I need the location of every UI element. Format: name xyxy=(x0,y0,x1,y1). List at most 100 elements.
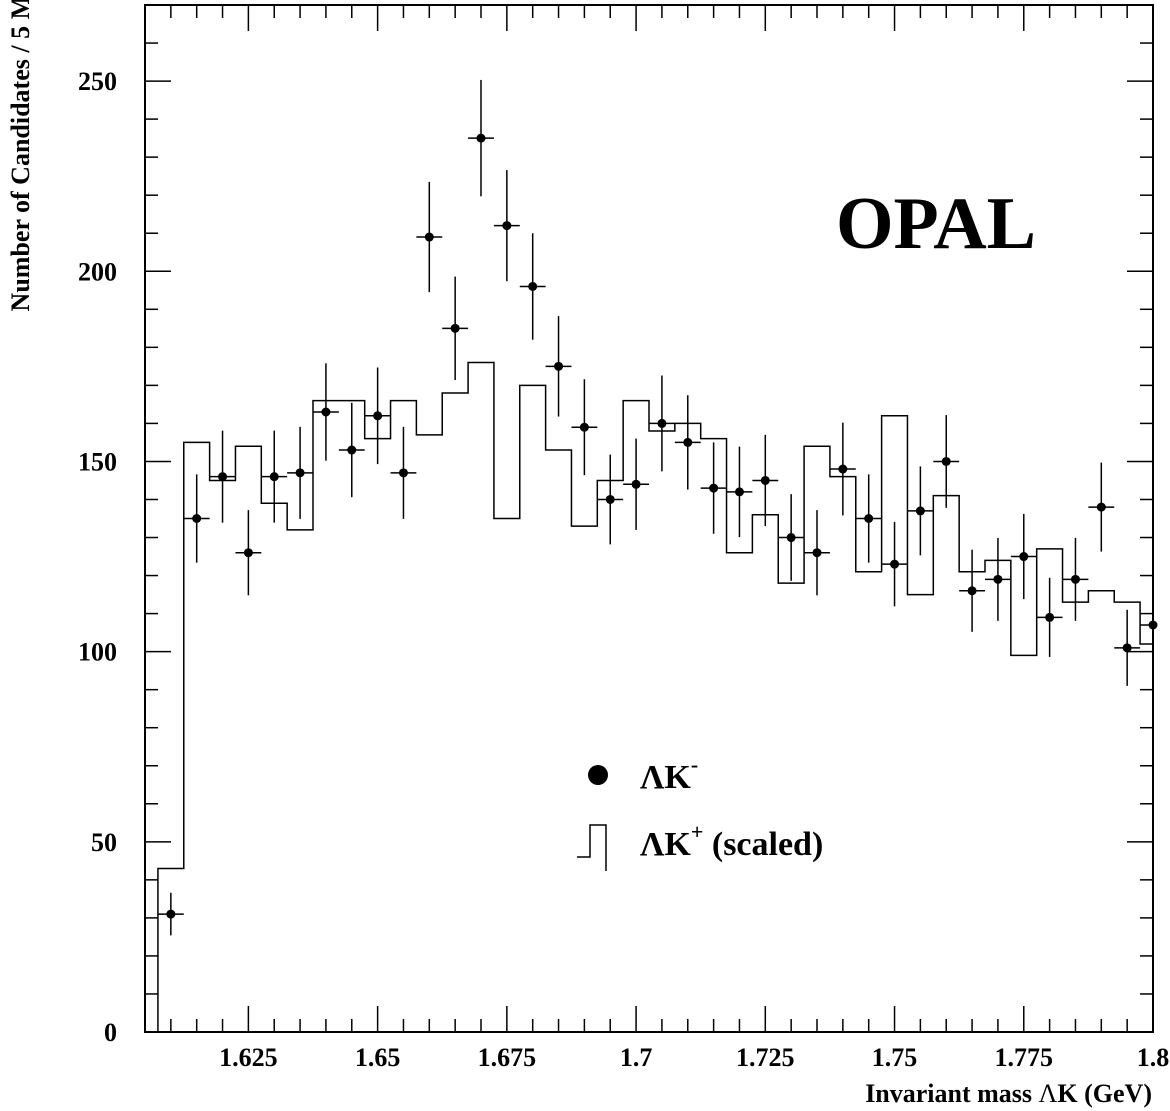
point-marker xyxy=(321,407,331,417)
point-marker xyxy=(890,559,900,569)
point-marker xyxy=(838,464,848,474)
y-tick-label: 50 xyxy=(91,828,117,857)
point-marker xyxy=(786,533,796,543)
point-marker xyxy=(166,909,176,919)
data-point xyxy=(597,454,624,545)
data-point xyxy=(726,446,753,538)
point-marker xyxy=(398,468,408,478)
x-tick-label: 1.65 xyxy=(355,1043,401,1072)
point-marker xyxy=(967,586,977,596)
data-point xyxy=(545,316,572,417)
data-point xyxy=(623,438,649,530)
legend-points-label-sup: - xyxy=(691,752,698,777)
data-point xyxy=(855,474,882,563)
point-marker xyxy=(295,468,305,478)
x-axis-title-prefix: Invariant mass xyxy=(865,1079,1038,1108)
point-marker xyxy=(218,472,228,482)
point-marker xyxy=(760,475,770,485)
point-marker xyxy=(476,133,486,143)
point-marker xyxy=(812,548,822,558)
legend-hist-label: ΛK+ (scaled) xyxy=(640,819,823,863)
y-tick-label: 150 xyxy=(78,447,117,476)
point-marker xyxy=(424,232,434,242)
point-marker xyxy=(1122,643,1132,653)
data-point xyxy=(235,510,262,596)
data-point xyxy=(959,549,985,632)
data-point xyxy=(1062,537,1089,621)
plot-frame xyxy=(144,4,1154,1033)
data-point xyxy=(674,395,701,490)
x-axis-title-lambda: Λ xyxy=(1039,1079,1058,1108)
point-marker xyxy=(864,514,874,523)
data-point xyxy=(468,79,494,197)
legend-points-label: ΛK- xyxy=(640,752,698,796)
data-point xyxy=(804,510,830,596)
data-point xyxy=(933,415,960,508)
x-axis-title: Invariant mass ΛK (GeV) xyxy=(865,1079,1152,1108)
point-marker xyxy=(243,548,253,558)
data-point xyxy=(778,494,805,581)
data-point xyxy=(1036,577,1063,657)
point-marker xyxy=(450,323,460,333)
y-tick-label: 250 xyxy=(78,67,117,96)
x-tick-label: 1.625 xyxy=(219,1043,278,1072)
data-point xyxy=(649,375,675,472)
data-point xyxy=(416,181,443,293)
experiment-label: OPAL xyxy=(836,183,1036,265)
point-marker xyxy=(993,574,1003,584)
legend: ΛK- ΛK+ (scaled) xyxy=(577,752,823,871)
data-point xyxy=(1088,462,1115,552)
point-marker xyxy=(192,514,202,523)
data-point xyxy=(1140,585,1158,665)
data-point xyxy=(183,474,210,563)
axis-ticks xyxy=(144,4,1154,1033)
point-marker xyxy=(1019,552,1029,562)
data-point xyxy=(1010,513,1037,600)
point-marker xyxy=(554,361,564,371)
point-marker xyxy=(605,494,615,504)
legend-hist-label-sup: + xyxy=(691,819,704,844)
x-axis-title-suffix: K (GeV) xyxy=(1057,1079,1152,1108)
data-point xyxy=(313,363,339,461)
y-tick-label: 0 xyxy=(104,1018,117,1047)
point-marker xyxy=(1070,574,1080,584)
point-marker xyxy=(683,437,693,447)
data-point xyxy=(209,430,236,523)
data-point xyxy=(752,434,779,527)
point-marker xyxy=(709,483,719,493)
axis-tick-labels: 1.625 1.65 1.675 1.7 1.725 1.75 1.775 1.8 0 50 100… xyxy=(78,67,1169,1072)
point-marker xyxy=(347,445,357,455)
data-point xyxy=(881,521,908,607)
data-point xyxy=(261,430,288,523)
legend-hist-label-main: ΛK xyxy=(640,826,691,863)
lambda-kminus-points xyxy=(157,79,1158,936)
data-point xyxy=(157,892,184,936)
data-point xyxy=(985,537,1011,621)
x-tick-label: 1.775 xyxy=(995,1043,1054,1072)
data-point xyxy=(700,442,727,534)
point-marker xyxy=(734,487,744,497)
x-tick-label: 1.8 xyxy=(1137,1043,1170,1072)
data-point xyxy=(1114,609,1141,686)
data-point xyxy=(571,379,598,476)
data-point xyxy=(287,426,313,519)
point-marker xyxy=(579,422,589,432)
point-marker xyxy=(502,221,512,231)
legend-hist-label-suffix: (scaled) xyxy=(703,826,823,863)
data-point xyxy=(493,170,520,282)
legend-hist-marker xyxy=(577,824,607,871)
data-point xyxy=(519,233,546,340)
point-marker xyxy=(269,472,279,482)
point-marker xyxy=(1045,612,1055,622)
legend-points-label-main: ΛK xyxy=(640,759,691,796)
y-tick-label: 200 xyxy=(78,257,117,286)
point-marker xyxy=(915,506,925,516)
data-point xyxy=(338,402,365,498)
y-tick-label: 100 xyxy=(78,638,117,667)
data-point xyxy=(364,367,391,465)
data-point xyxy=(907,466,934,556)
data-point xyxy=(390,426,417,519)
point-marker xyxy=(657,418,667,428)
x-tick-label: 1.725 xyxy=(736,1043,795,1072)
